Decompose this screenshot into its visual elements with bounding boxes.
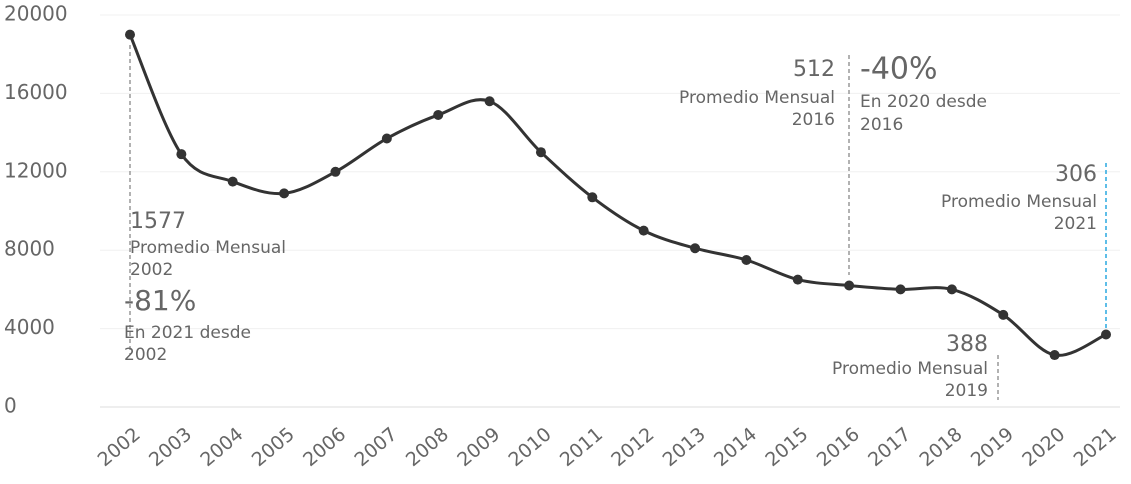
point xyxy=(1101,329,1111,340)
point xyxy=(998,309,1009,320)
x-tick-label: 2011 xyxy=(556,423,607,471)
point xyxy=(484,96,495,107)
x-tick-label: 2020 xyxy=(1018,423,1069,471)
annotation-change: -81% xyxy=(124,284,196,317)
x-tick-label: 2021 xyxy=(1070,423,1121,471)
point xyxy=(895,284,906,295)
point xyxy=(279,188,290,199)
x-tick-label: 2019 xyxy=(967,423,1018,471)
x-tick-label: 2015 xyxy=(761,423,812,471)
x-tick-label: 2002 xyxy=(94,423,145,471)
point xyxy=(638,225,649,236)
x-tick-label: 2006 xyxy=(299,423,350,471)
annotation-value: 1577 xyxy=(130,209,186,234)
y-tick-label: 20000 xyxy=(4,2,68,26)
annotation-label: Promedio Mensual xyxy=(941,192,1097,212)
annotation-change: -40% xyxy=(860,52,938,87)
annotation-label: Promedio Mensual xyxy=(832,359,988,379)
x-tick-label: 2007 xyxy=(350,423,401,471)
x-tick-label: 2005 xyxy=(248,423,299,471)
point xyxy=(844,280,855,291)
point xyxy=(535,147,546,158)
point xyxy=(946,284,957,295)
point xyxy=(227,176,238,187)
y-tick-label: 4000 xyxy=(4,315,55,339)
x-tick-label: 2010 xyxy=(505,423,556,471)
annotation-change-year: 2002 xyxy=(124,345,167,365)
annotation-year: 2021 xyxy=(1054,214,1097,234)
point xyxy=(1049,350,1060,361)
point xyxy=(792,274,803,285)
annotation-change-label: En 2021 desde xyxy=(124,323,251,343)
point xyxy=(176,149,187,160)
point xyxy=(125,29,135,40)
x-tick-label: 2004 xyxy=(196,423,247,471)
annotation-change-label: En 2020 desde xyxy=(860,92,987,112)
point xyxy=(381,133,392,144)
x-tick-label: 2016 xyxy=(813,423,864,471)
y-tick-label: 16000 xyxy=(4,80,68,104)
annotation-value: 306 xyxy=(1055,162,1097,187)
x-tick-label: 2018 xyxy=(915,423,966,471)
annotation-value: 512 xyxy=(793,57,835,82)
point xyxy=(433,109,444,120)
x-tick-label: 2008 xyxy=(402,423,453,471)
y-tick-label: 12000 xyxy=(4,158,68,182)
point xyxy=(330,166,341,177)
x-tick-label: 2017 xyxy=(864,423,915,471)
x-tick-label: 2014 xyxy=(710,423,761,471)
x-tick-label: 2009 xyxy=(453,423,504,471)
point xyxy=(587,192,598,203)
line xyxy=(128,34,1107,357)
x-tick-label: 2013 xyxy=(659,423,710,471)
annotation-change-year: 2016 xyxy=(860,115,903,135)
annotation-year: 2019 xyxy=(945,381,988,401)
y-tick-label: 0 xyxy=(4,394,17,418)
annotation-label: Promedio Mensual xyxy=(130,238,286,258)
annotation-year: 2002 xyxy=(130,260,173,280)
x-tick-label: 2012 xyxy=(607,423,658,471)
annotation-label: Promedio Mensual xyxy=(679,88,835,108)
point xyxy=(690,243,701,254)
point xyxy=(741,255,752,265)
annotation-year: 2016 xyxy=(792,110,835,130)
annotation-value: 388 xyxy=(946,332,988,357)
x-tick-label: 2003 xyxy=(145,423,196,471)
y-tick-label: 8000 xyxy=(4,237,55,261)
